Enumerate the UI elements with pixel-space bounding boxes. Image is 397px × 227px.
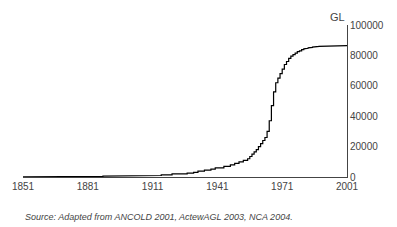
svg-text:80000: 80000 [350,50,378,61]
svg-text:100000: 100000 [350,20,384,31]
svg-text:1851: 1851 [12,181,35,192]
svg-text:1881: 1881 [77,181,100,192]
svg-text:20000: 20000 [350,141,378,152]
svg-text:2001: 2001 [336,181,359,192]
svg-text:1911: 1911 [142,181,164,192]
svg-text:0: 0 [350,172,356,183]
svg-text:Source: Adapted from ANCOLD 20: Source: Adapted from ANCOLD 2001, ActewA… [25,212,293,222]
svg-text:1941: 1941 [206,181,229,192]
svg-text:1971: 1971 [271,181,294,192]
svg-text:GL: GL [330,11,345,23]
svg-text:60000: 60000 [350,80,378,91]
svg-text:40000: 40000 [350,111,378,122]
